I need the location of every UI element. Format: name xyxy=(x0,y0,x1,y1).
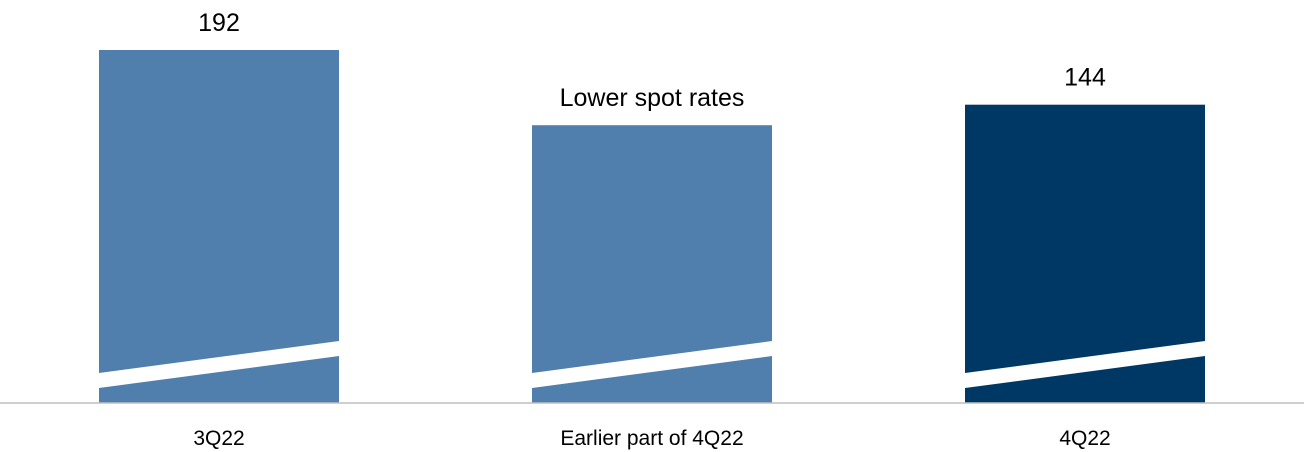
x-tick-label-2: Earlier part of 4Q22 xyxy=(560,427,743,450)
data-label-1: 192 xyxy=(198,9,240,37)
x-tick-labels-group: 3Q22 Earlier part of 4Q22 4Q22 xyxy=(193,427,1110,450)
x-tick-label-1: 3Q22 xyxy=(193,427,244,450)
data-label-3: 144 xyxy=(1064,64,1106,92)
data-label-2: Lower spot rates xyxy=(560,84,745,112)
x-tick-label-3: 4Q22 xyxy=(1059,427,1110,450)
